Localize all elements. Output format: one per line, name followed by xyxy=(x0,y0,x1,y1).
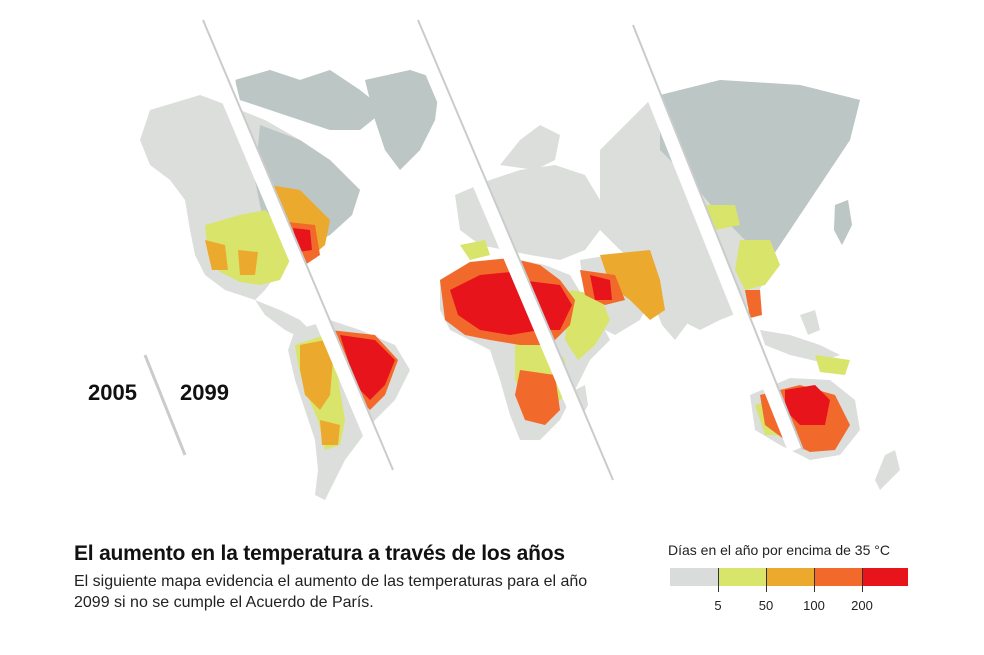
legend-title: Días en el año por encima de 35 °C xyxy=(668,542,890,558)
legend-tick-4 xyxy=(862,568,863,592)
year-label-2005: 2005 xyxy=(88,380,137,405)
legend-label-50: 50 xyxy=(758,598,774,613)
legend-swatch-1 xyxy=(718,568,766,586)
legend-label-200: 200 xyxy=(851,598,873,613)
legend-bar: 5 50 100 200 xyxy=(670,568,912,613)
separator-bands xyxy=(188,17,802,483)
year-label-2099: 2099 xyxy=(180,380,229,405)
legend-label-100: 100 xyxy=(803,598,825,613)
legend-tick-2 xyxy=(766,568,767,592)
year-slash xyxy=(143,354,187,456)
legend: Días en el año por encima de 35 °C 5 50 … xyxy=(668,542,918,613)
legend-tick-1 xyxy=(718,568,719,592)
legend-swatch-4 xyxy=(862,568,908,586)
legend-swatch-3 xyxy=(814,568,862,586)
legend-swatch-2 xyxy=(766,568,814,586)
legend-label-5: 5 xyxy=(714,598,722,613)
separator-shadows xyxy=(202,19,804,481)
world-map xyxy=(140,17,900,500)
page-subtitle: El siguiente mapa evidencia el aumento d… xyxy=(74,573,588,611)
legend-tick-3 xyxy=(814,568,815,592)
legend-swatch-0 xyxy=(670,568,718,586)
heat-zone-200-plus xyxy=(293,228,830,425)
page-title: El aumento en la temperatura a través de… xyxy=(74,542,565,565)
